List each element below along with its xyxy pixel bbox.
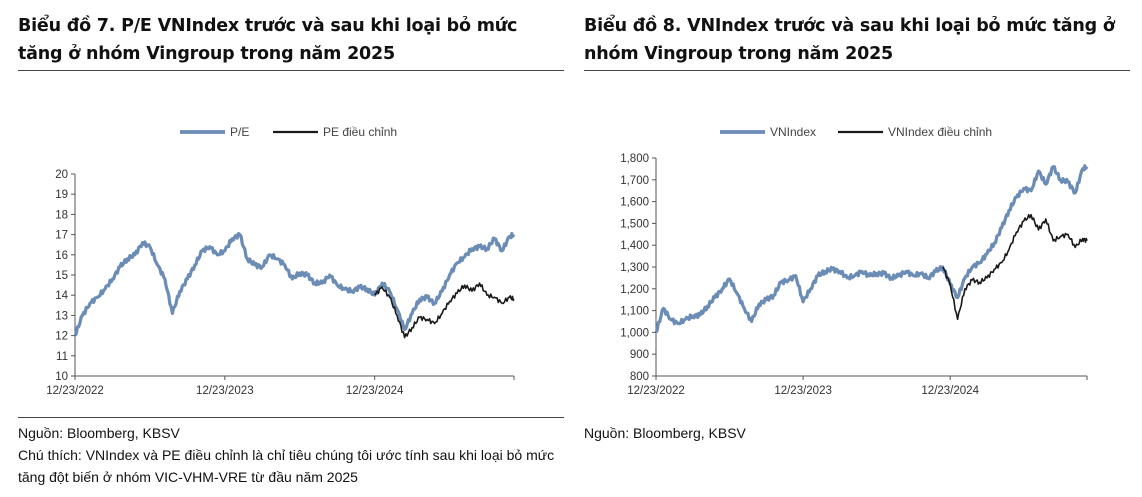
y-tick-label: 1,200 (620, 284, 649, 296)
y-tick-label: 800 (630, 371, 649, 383)
y-tick-label: 16 (55, 250, 68, 262)
series-line-primary (73, 231, 516, 337)
legend-label: VNIndex điều chỉnh (888, 125, 992, 139)
caption-note: Chú thích: VNIndex và PE điều chỉnh là c… (18, 447, 555, 485)
vnindex-chart: 800 900 1,000 1,100 1,200 1,300 1,400 1,500 1,60… (584, 110, 1130, 410)
chart-panel-vnindex: Biểu đồ 8. VNIndex trước và sau khi loại… (584, 0, 1130, 497)
y-tick-label: 1,700 (620, 175, 649, 187)
series-line-adjusted (374, 282, 515, 339)
y-tick-label: 1,300 (620, 262, 649, 274)
y-tick-label: 1,000 (620, 327, 649, 339)
legend-label: P/E (230, 125, 249, 139)
y-tick-label: 1,500 (620, 218, 649, 230)
x-tick-label: 12/23/2022 (46, 385, 104, 397)
legend-label: PE điều chỉnh (323, 125, 397, 139)
source-note: Nguồn: Bloomberg, KBSV (584, 425, 746, 441)
y-tick-label: 1,600 (620, 197, 649, 209)
x-tick-label: 12/23/2024 (346, 385, 404, 397)
y-tick-label: 13 (55, 310, 68, 322)
source-note: Nguồn: Bloomberg, KBSV (18, 425, 180, 441)
title-divider (584, 70, 1130, 71)
y-tick-label: 10 (55, 371, 68, 383)
y-tick-label: 17 (55, 230, 68, 242)
chart-panel-pe: Biểu đồ 7. P/E VNIndex trước và sau khi … (18, 0, 564, 497)
x-tick-label: 12/23/2023 (196, 385, 254, 397)
x-tick-label: 12/23/2023 (774, 385, 832, 397)
pe-line-chart: 10 11 12 13 14 15 16 17 18 19 20 12/23/2022 12/23/20… (46, 125, 516, 397)
y-tick-label: 11 (56, 351, 68, 363)
y-tick-label: 20 (55, 169, 68, 181)
y-tick-label: 14 (55, 290, 68, 302)
y-tick-label: 18 (55, 209, 68, 221)
x-tick-label: 12/23/2024 (921, 385, 979, 397)
chart-divider (18, 417, 564, 418)
y-tick-label: 1,400 (620, 240, 649, 252)
title-divider (18, 70, 564, 71)
y-tick-label: 19 (55, 189, 68, 201)
y-tick-label: 15 (55, 270, 68, 282)
series-line-adjusted (942, 213, 1088, 321)
x-tick-label: 12/23/2022 (627, 385, 685, 397)
pe-chart: 10 11 12 13 14 15 16 17 18 19 20 12/23/2022 12/23/20… (18, 110, 564, 410)
legend-label: VNIndex (770, 125, 816, 139)
chart-title: Biểu đồ 7. P/E VNIndex trước và sau khi … (18, 16, 518, 64)
vnindex-line-chart: 800 900 1,000 1,100 1,200 1,300 1,400 1,500 1,60… (620, 125, 1089, 397)
y-tick-label: 1,800 (620, 153, 649, 165)
y-tick-label: 1,100 (620, 306, 649, 318)
y-tick-label: 900 (630, 349, 649, 361)
series-line-primary (654, 164, 1089, 334)
y-tick-label: 12 (55, 331, 68, 343)
chart-title: Biểu đồ 8. VNIndex trước và sau khi loại… (584, 16, 1115, 64)
